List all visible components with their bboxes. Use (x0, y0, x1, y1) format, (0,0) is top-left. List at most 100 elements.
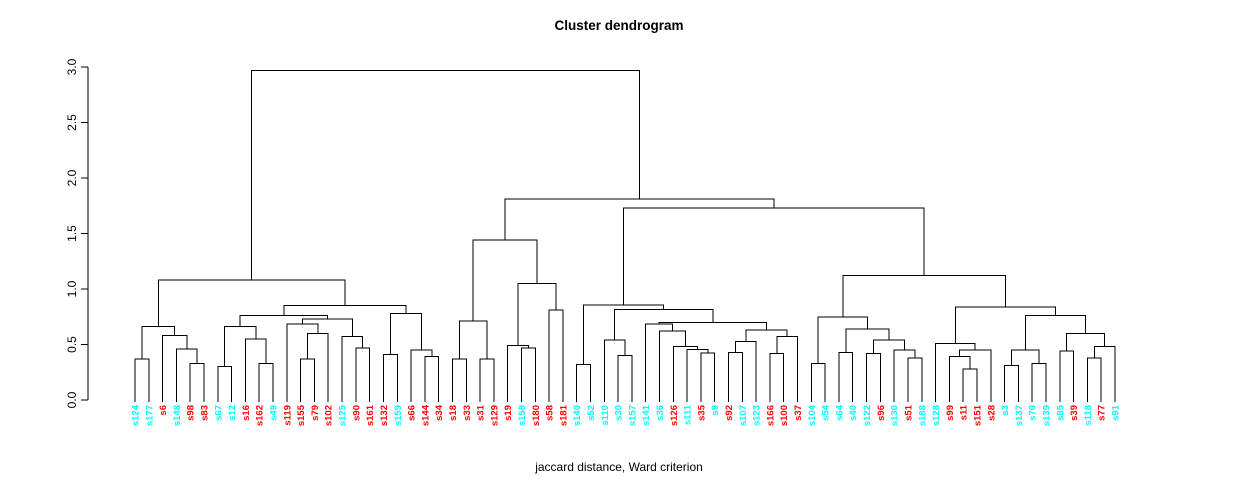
leaf-label: s141 (641, 404, 652, 426)
leaf-label: s119 (282, 405, 293, 426)
leaf-label: s137 (1014, 405, 1025, 426)
merge-link (959, 349, 992, 402)
leaf-label: s157 (627, 405, 638, 426)
leaf-label: s3 (1000, 405, 1011, 416)
leaf-label: s148 (172, 405, 183, 426)
leaf-label: s12 (227, 405, 238, 421)
leaf-label: s122 (862, 405, 873, 426)
leaf-label: s110 (600, 405, 611, 426)
leaf-label: s30 (614, 405, 625, 421)
merge-link (1059, 350, 1075, 402)
merge-link (479, 358, 495, 402)
merge-link (845, 328, 890, 353)
merge-link (134, 358, 150, 402)
merge-link (1086, 357, 1102, 402)
merge-link (810, 362, 826, 402)
merge-link (301, 318, 353, 337)
merge-link (458, 320, 488, 359)
leaf-label: s52 (586, 405, 597, 421)
leaf-label: s51 (903, 404, 914, 421)
merge-link (658, 321, 767, 331)
leaf-label: s54 (821, 404, 832, 421)
leaf-label: s126 (669, 405, 680, 426)
merge-link (251, 69, 640, 281)
merge-link (1031, 362, 1047, 402)
merge-link (189, 362, 205, 402)
merge-link (175, 348, 198, 402)
merge-link (157, 279, 346, 327)
merge-link (838, 351, 854, 402)
merge-link (239, 315, 328, 327)
merge-link (410, 349, 433, 402)
merge-link (520, 347, 536, 402)
leaf-label: s188 (917, 405, 928, 426)
merge-link (623, 207, 925, 306)
leaf-label: s49 (269, 405, 280, 421)
leaf-label: s36 (655, 405, 666, 421)
merge-link (548, 309, 564, 402)
y-tick-label: 2.0 (65, 169, 79, 186)
y-axis (81, 66, 89, 401)
merge-link (614, 309, 714, 341)
leaf-label: s166 (765, 405, 776, 426)
leaf-label: s83 (200, 405, 211, 421)
merge-link (162, 335, 188, 402)
leaf-label: s9 (710, 405, 721, 416)
leaf-label: s140 (572, 405, 583, 426)
merge-link (700, 352, 716, 402)
merge-link (258, 362, 274, 402)
y-tick-label: 0.5 (65, 336, 79, 353)
leaf-label: s58 (545, 405, 556, 421)
leaf-label: s180 (531, 405, 542, 426)
merge-link (776, 336, 799, 402)
merge-link (424, 356, 440, 402)
merge-link (948, 356, 971, 402)
merge-link (382, 353, 398, 402)
leaf-label: s40 (848, 405, 859, 421)
merge-link (769, 352, 785, 402)
leaf-label: s99 (945, 405, 956, 421)
leaf-label: s155 (296, 404, 307, 426)
merge-link (907, 357, 923, 402)
merge-link (283, 305, 407, 316)
leaf-label: s34 (434, 404, 445, 421)
leaf-label: s118 (1083, 405, 1094, 426)
leaf-label: s67 (213, 405, 224, 421)
leaf-label: s125 (338, 404, 349, 426)
leaf-label: s18 (448, 405, 459, 421)
leaf-label: s132 (379, 405, 390, 426)
merge-link (672, 346, 698, 402)
leaf-label: s177 (144, 405, 155, 426)
leaf-label: s161 (365, 404, 376, 426)
leaf-label: s77 (1097, 405, 1108, 421)
merge-link (686, 348, 709, 402)
leaf-labels: s124 s177 s6 s148 s98 s83 s67 s12 s16 s162 s49 s119… (131, 404, 1122, 426)
leaf-label: s31 (476, 404, 487, 421)
leaf-label: s35 (696, 404, 707, 421)
merge-link (617, 355, 633, 402)
leaf-label: s100 (779, 405, 790, 426)
merge-link (1066, 332, 1106, 352)
merge-link (659, 330, 686, 402)
merge-link (141, 326, 176, 359)
merge-link (217, 366, 233, 402)
leaf-label: s123 (752, 405, 763, 426)
merge-link (355, 347, 371, 402)
merge-link (603, 339, 626, 402)
leaf-label: s124 (131, 404, 142, 426)
y-tick-label: 2.5 (65, 114, 79, 131)
leaf-label: s92 (724, 405, 735, 421)
leaf-label: s28 (986, 405, 997, 421)
leaf-label: s37 (793, 405, 804, 421)
leaf-label: s162 (255, 405, 266, 426)
merge-link (300, 358, 315, 402)
leaf-label: s39 (1069, 405, 1080, 421)
merge-link (866, 352, 881, 402)
merge-link (389, 312, 422, 355)
merge-link (507, 345, 529, 402)
leaf-label: s158 (517, 405, 528, 426)
leaf-label: s33 (462, 405, 473, 421)
leaf-label: s96 (876, 405, 887, 421)
leaf-label: s85 (1055, 404, 1066, 421)
